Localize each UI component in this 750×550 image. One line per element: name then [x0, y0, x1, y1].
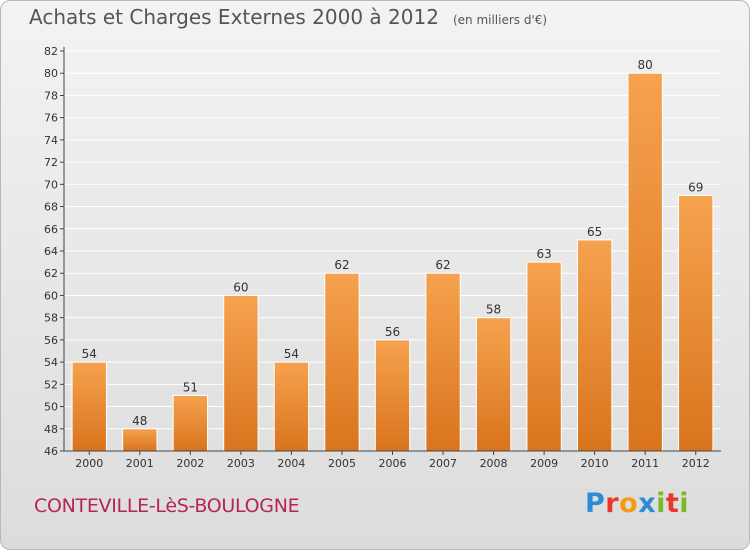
- y-tick-label: 54: [44, 356, 58, 369]
- y-tick-label: 56: [44, 334, 58, 347]
- x-tick-label: 2004: [277, 457, 305, 470]
- bar: [172, 394, 209, 452]
- x-tick-label: 2011: [631, 457, 659, 470]
- data-label: 58: [486, 303, 501, 317]
- data-label: 60: [233, 280, 248, 294]
- y-tick-label: 74: [44, 134, 58, 147]
- bar: [627, 72, 663, 452]
- x-tick-label: 2010: [581, 457, 609, 470]
- data-label: 48: [132, 414, 147, 428]
- data-label: 62: [334, 258, 349, 272]
- commune-name: CONTEVILLE-LèS-BOULOGNE: [34, 495, 300, 517]
- bar: [71, 361, 107, 452]
- data-label: 80: [638, 58, 653, 72]
- proxiti-logo: Proxiti: [585, 488, 689, 519]
- y-tick-label: 52: [44, 378, 58, 391]
- y-tick-label: 62: [44, 267, 58, 280]
- bar: [425, 272, 461, 452]
- x-tick-label: 2003: [227, 457, 255, 470]
- y-tick-label: 70: [44, 178, 58, 191]
- data-label: 54: [284, 347, 299, 361]
- data-label: 51: [183, 380, 198, 394]
- y-tick-label: 82: [44, 45, 58, 58]
- logo-letter: x: [638, 488, 657, 519]
- data-label: 63: [536, 247, 551, 261]
- y-tick-label: 72: [44, 156, 58, 169]
- x-tick-label: 2001: [126, 457, 154, 470]
- data-label: 62: [435, 258, 450, 272]
- x-tick-label: 2008: [480, 457, 508, 470]
- logo-letter: i: [656, 488, 666, 519]
- y-tick-label: 66: [44, 223, 58, 236]
- bar: [576, 239, 613, 452]
- x-tick-label: 2000: [75, 457, 103, 470]
- x-tick-label: 2012: [682, 457, 710, 470]
- logo-letter: t: [665, 488, 680, 519]
- chart-title: Achats et Charges Externes 2000 à 2012 (e…: [29, 5, 547, 29]
- logo-letter: P: [585, 488, 606, 519]
- bar: [374, 339, 411, 452]
- y-tick-label: 76: [44, 112, 58, 125]
- y-tick-label: 46: [44, 445, 58, 458]
- logo-letter: r: [605, 488, 620, 519]
- x-tick-label: 2009: [530, 457, 558, 470]
- title-text: Achats et Charges Externes 2000 à 2012: [29, 5, 439, 29]
- bar: [475, 317, 512, 452]
- y-tick-label: 58: [44, 312, 58, 325]
- y-tick-label: 64: [44, 245, 58, 258]
- y-tick-label: 48: [44, 423, 58, 436]
- x-tick-label: 2005: [328, 457, 356, 470]
- bar: [122, 428, 158, 452]
- bar: [324, 272, 360, 452]
- bar: [273, 361, 310, 452]
- y-tick-label: 50: [44, 401, 58, 414]
- x-tick-label: 2002: [176, 457, 204, 470]
- x-tick-label: 2007: [429, 457, 457, 470]
- y-tick-label: 60: [44, 289, 58, 302]
- data-label: 56: [385, 325, 400, 339]
- bar: [678, 194, 714, 452]
- data-label: 65: [587, 225, 602, 239]
- x-tick-label: 2006: [379, 457, 407, 470]
- title-unit: (en milliers d'€): [452, 13, 548, 27]
- bar: [223, 294, 259, 452]
- y-tick-label: 80: [44, 67, 58, 80]
- y-tick-label: 68: [44, 201, 58, 214]
- logo-letter: o: [619, 488, 639, 519]
- data-label: 69: [688, 180, 703, 194]
- logo-letter: i: [679, 488, 690, 519]
- y-tick-label: 78: [44, 89, 58, 102]
- bar: [526, 261, 562, 452]
- data-label: 54: [82, 347, 97, 361]
